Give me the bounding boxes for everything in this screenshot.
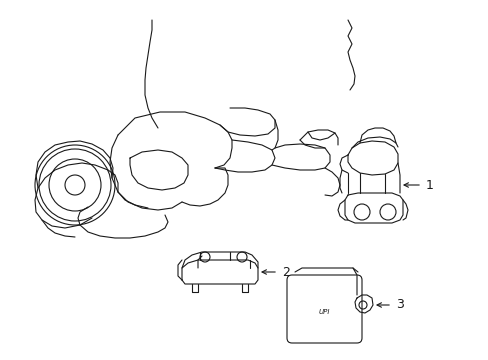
Text: 3: 3 [395,298,403,311]
Text: 2: 2 [282,266,289,279]
Text: UPI: UPI [318,309,329,315]
Text: 1: 1 [425,179,433,192]
